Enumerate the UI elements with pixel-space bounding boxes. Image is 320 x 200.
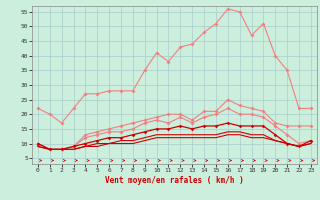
X-axis label: Vent moyen/en rafales ( km/h ): Vent moyen/en rafales ( km/h ) <box>105 176 244 185</box>
